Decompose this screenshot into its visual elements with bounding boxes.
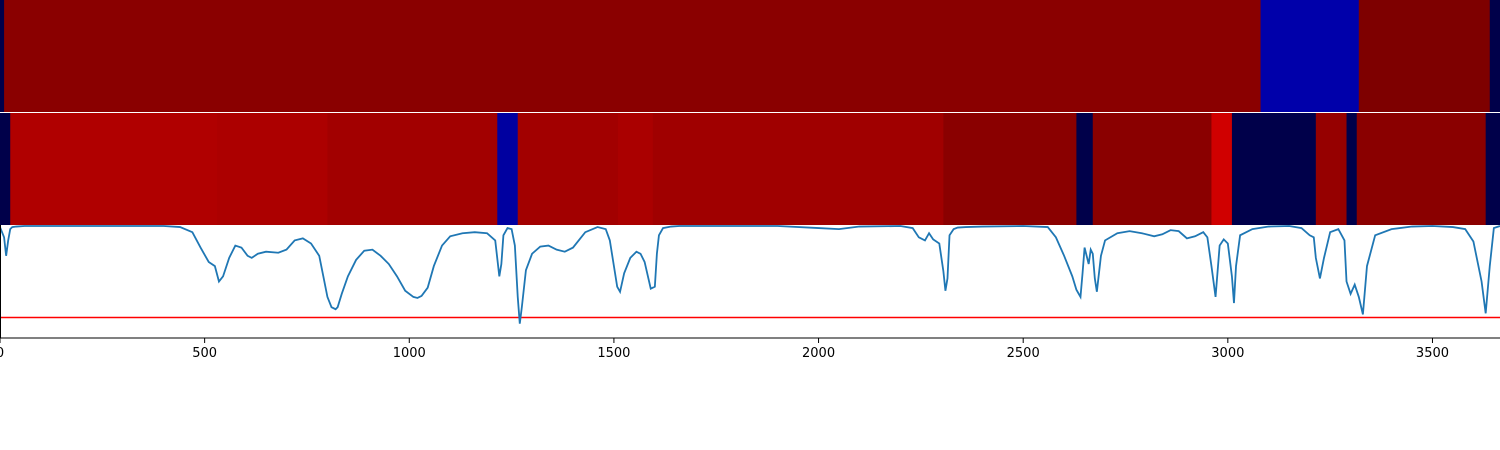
heatmap-cell-r2-2 [216,113,328,225]
x-tick-label-6: 3000 [1211,346,1244,361]
heatmap-row-1 [0,0,1500,112]
heatmap-cell-r2-12 [1231,113,1317,225]
x-tick-label-5: 2500 [1007,346,1040,361]
heatmap-row-2 [0,113,1500,225]
heatmap-cell-r2-6 [618,113,654,225]
heatmap-cell-r2-5 [517,113,619,225]
heatmap-cell-r2-10 [1092,113,1212,225]
heatmap-cell-r2-15 [1356,113,1487,225]
x-tick-label-2: 1000 [393,346,426,361]
heatmap-cell-r2-13 [1315,113,1348,225]
heatmap-cell-r2-0 [0,113,11,225]
heatmap-cell-r1-3 [1358,0,1491,112]
x-tick-label-3: 1500 [597,346,630,361]
x-tick-label-0: 0 [0,346,4,361]
heatmap-cell-r1-1 [4,0,1262,112]
heatmap-cell-r2-8 [943,113,1077,225]
heatmap-cell-r2-1 [10,113,218,225]
line-plot-background [0,225,1500,338]
x-tick-label-1: 500 [192,346,217,361]
heatmap-cell-r2-11 [1211,113,1233,225]
heatmap-cell-r2-7 [652,113,944,225]
heatmap-cell-r1-2 [1260,0,1360,112]
heatmap-cell-r1-0 [0,0,5,112]
heatmap-cell-r2-14 [1346,113,1358,225]
heatmap-cell-r2-3 [327,113,498,225]
heatmap-cell-r1-4 [1489,0,1500,112]
series-line [0,225,1500,324]
x-axis-ticks: 0 500 1000 1500 2000 2500 3000 3500 [0,338,1449,361]
heatmap-cell-r2-9 [1076,113,1094,225]
heatmap-cell-r2-4 [497,113,519,225]
x-tick-label-7: 3500 [1416,346,1449,361]
heatmap-cell-r2-16 [1485,113,1500,225]
x-tick-label-4: 2000 [802,346,835,361]
